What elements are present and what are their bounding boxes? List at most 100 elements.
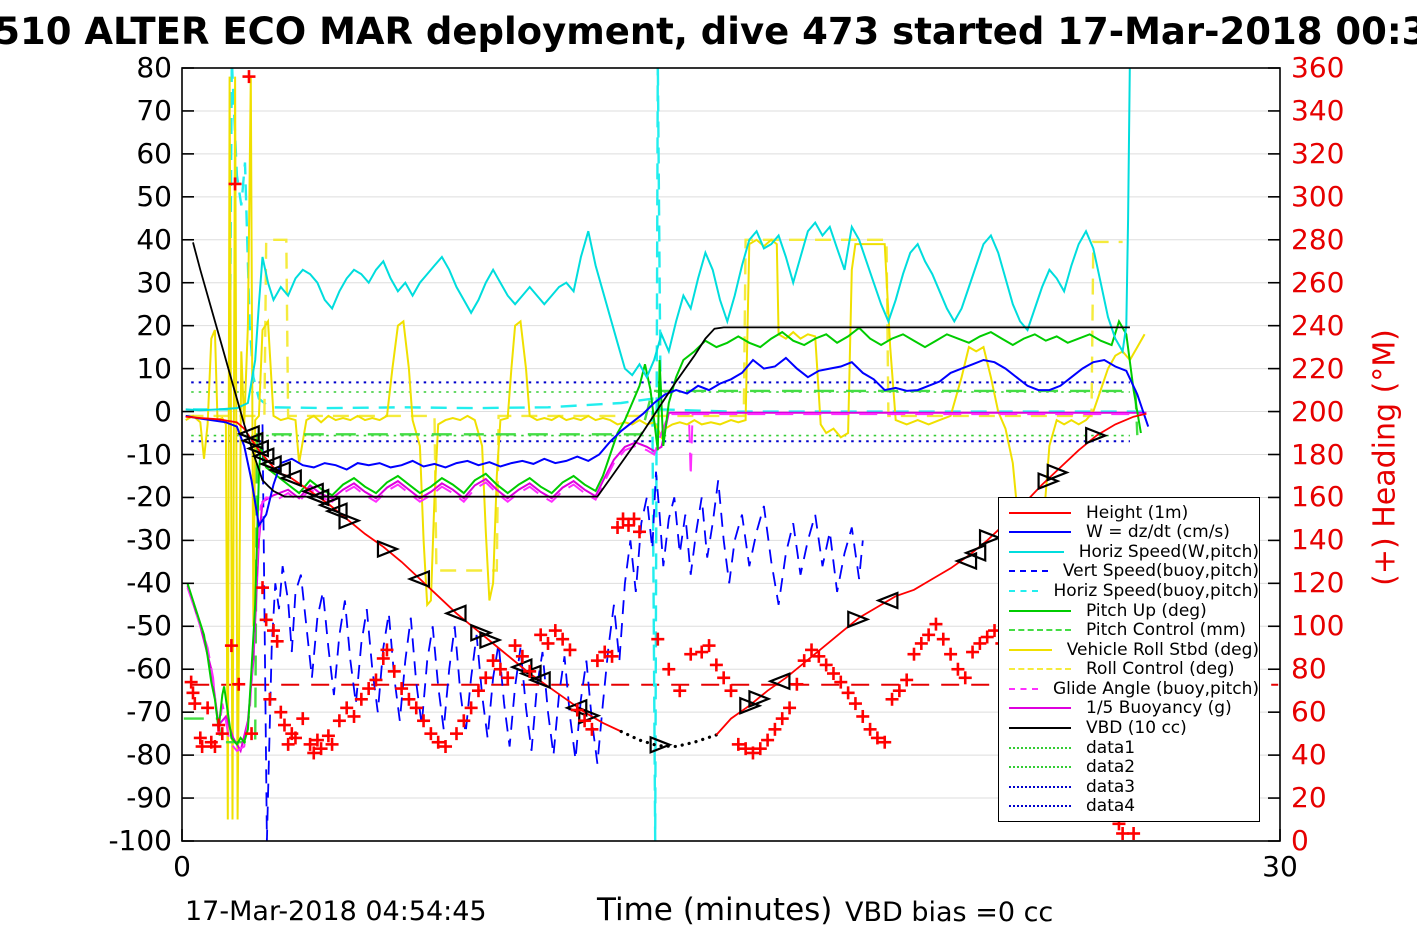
triangle-marker xyxy=(649,735,673,754)
y-left-tick-label: -80 xyxy=(126,738,172,772)
series-height-ascent xyxy=(715,412,1147,736)
y-left-tick-label: -100 xyxy=(108,824,172,857)
figure-title: G510 ALTER ECO MAR deployment, dive 473 … xyxy=(0,10,1417,53)
y-right-tick-label: 340 xyxy=(1291,93,1345,127)
y-left-tick-label: -20 xyxy=(126,480,172,514)
y-left-tick-label: 70 xyxy=(136,93,172,127)
series-pitch-control xyxy=(183,389,1139,744)
y-left-tick-label: -30 xyxy=(126,523,172,557)
legend-line-sample-dashed xyxy=(1009,570,1048,573)
series-horiz-speed-w xyxy=(185,68,1131,412)
triangle-marker xyxy=(306,488,330,507)
y-left-tick-label: -70 xyxy=(126,695,172,729)
legend-item: Height (1m) xyxy=(1009,502,1259,523)
legend-line-sample-dashed xyxy=(1009,687,1038,690)
triangle-marker xyxy=(278,469,302,488)
legend-item: W = dz/dt (cm/s) xyxy=(1009,522,1259,543)
y-left-tick-label: -10 xyxy=(126,437,172,471)
legend-label: data3 xyxy=(1086,776,1136,797)
legend-line-sample-solid xyxy=(1009,726,1071,729)
y-right-tick-label: 240 xyxy=(1291,308,1345,342)
legend-item: data4 xyxy=(1009,796,1259,817)
y-left-tick-label: 60 xyxy=(136,136,172,170)
legend-label: Horiz Speed(W,pitch) xyxy=(1078,541,1259,562)
legend-label: Height (1m) xyxy=(1086,502,1189,523)
triangle-marker xyxy=(748,689,772,708)
y-right-tick-label: 80 xyxy=(1291,652,1327,686)
y-right-tick-label: 360 xyxy=(1291,51,1345,84)
triangle-marker xyxy=(245,439,269,458)
triangle-marker xyxy=(527,670,551,690)
y-right-tick-label: 60 xyxy=(1291,695,1327,729)
triangle-marker xyxy=(258,454,282,474)
legend-label: W = dz/dt (cm/s) xyxy=(1086,522,1230,543)
right-axis-label: (+) Heading (°M) xyxy=(1367,329,1403,586)
legend-line-sample-solid xyxy=(1009,648,1052,651)
y-left-tick-label: 10 xyxy=(136,351,172,385)
y-left-tick-label: -90 xyxy=(126,781,172,815)
y-left-tick-label: -50 xyxy=(126,609,172,643)
y-left-tick-label: -40 xyxy=(126,566,172,600)
legend-item: data1 xyxy=(1009,737,1259,758)
legend-item: Roll Control (deg) xyxy=(1009,659,1259,679)
legend-label: Pitch Up (deg) xyxy=(1086,600,1207,621)
y-right-tick-label: 120 xyxy=(1291,566,1345,600)
legend-item: Pitch Control (mm) xyxy=(1009,620,1259,641)
x-axis-label: Time (minutes) xyxy=(597,892,833,928)
y-left-tick-label: 80 xyxy=(136,51,172,84)
triangle-marker xyxy=(406,569,430,589)
triangle-marker xyxy=(767,672,791,691)
triangle-marker xyxy=(963,543,987,562)
y-right-tick-label: 320 xyxy=(1291,136,1345,170)
legend-item: Vehicle Roll Stbd (deg) xyxy=(1009,639,1259,660)
triangle-marker xyxy=(847,610,871,629)
legend-label: Pitch Control (mm) xyxy=(1086,620,1247,641)
y-right-tick-label: 20 xyxy=(1291,781,1327,815)
series-horiz-speed-buoy xyxy=(193,68,1145,841)
vbd-bias-note: VBD bias =0 cc xyxy=(845,897,1054,928)
triangle-marker xyxy=(954,551,978,571)
axes-box xyxy=(181,67,1281,842)
legend-line-sample-solid xyxy=(1009,511,1071,514)
triangle-marker xyxy=(875,591,899,610)
legend-label: Glide Angle (buoy,pitch) xyxy=(1052,678,1259,699)
legend-line-sample-solid xyxy=(1009,550,1064,553)
triangle-marker xyxy=(376,539,400,559)
dive-start-timestamp: 17-Mar-2018 04:54:45 xyxy=(185,896,487,927)
y-left-tick-label: 50 xyxy=(136,179,172,213)
heading-plus-markers xyxy=(184,70,1141,840)
legend-label: data4 xyxy=(1086,796,1136,817)
legend-label: Vehicle Roll Stbd (deg) xyxy=(1066,639,1259,660)
legend-label: data2 xyxy=(1086,757,1136,778)
y-right-tick-label: 180 xyxy=(1291,437,1345,471)
triangle-marker xyxy=(479,630,503,650)
y-right-tick-label: 280 xyxy=(1291,222,1345,256)
series-vert-speed-buoy xyxy=(261,424,864,841)
y-right-tick-label: 40 xyxy=(1291,738,1327,772)
triangle-marker xyxy=(338,511,362,530)
y-right-tick-label: 0 xyxy=(1291,824,1309,857)
y-right-tick-label: 220 xyxy=(1291,351,1345,385)
legend-line-sample-dotted xyxy=(1009,805,1071,808)
series-w-dzdt xyxy=(185,356,1150,529)
triangle-marker xyxy=(509,657,533,677)
legend-item: data3 xyxy=(1009,776,1259,797)
y-right-tick-label: 160 xyxy=(1291,480,1345,514)
legend-line-sample-solid xyxy=(1009,531,1071,534)
y-left-tick-label: 0 xyxy=(154,394,172,428)
legend-line-sample-dashed xyxy=(1009,668,1071,671)
y-left-tick-label: -60 xyxy=(126,652,172,686)
legend-item: data2 xyxy=(1009,757,1259,778)
y-left-tick-label: 40 xyxy=(136,222,172,256)
legend-label: VBD (10 cc) xyxy=(1086,717,1187,738)
y-right-tick-label: 200 xyxy=(1291,394,1345,428)
y-right-tick-label: 300 xyxy=(1291,179,1345,213)
series-group xyxy=(183,68,1279,841)
legend-line-sample-solid xyxy=(1009,609,1071,612)
legend-label: Horiz Speed(buoy,pitch) xyxy=(1053,581,1259,602)
legend-label: data1 xyxy=(1086,737,1136,758)
triangle-marker xyxy=(240,431,264,450)
